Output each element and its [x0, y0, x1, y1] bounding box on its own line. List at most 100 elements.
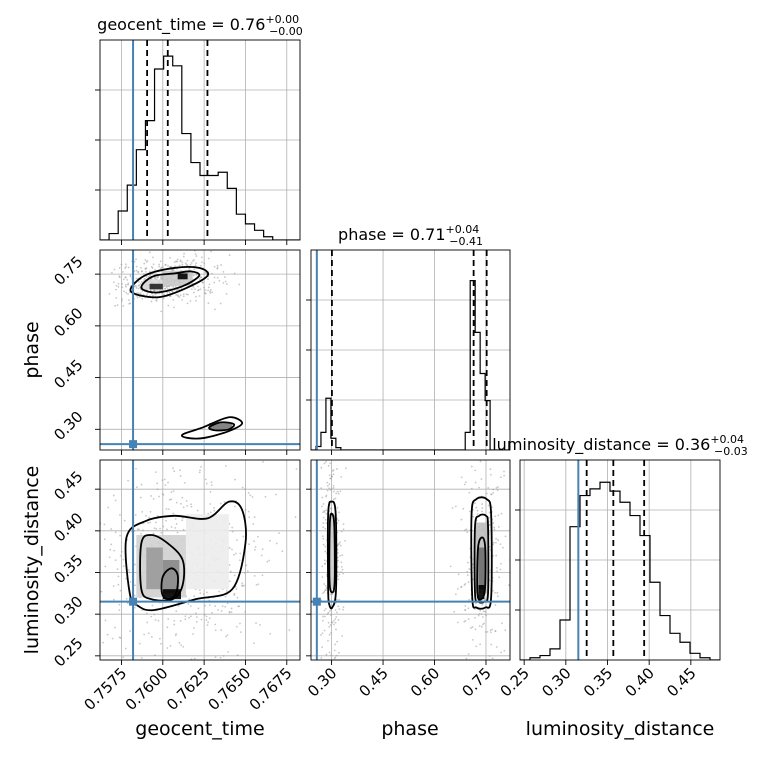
sample-point [328, 633, 331, 636]
sample-point [254, 548, 256, 551]
sample-point [339, 437, 341, 439]
sample-point [119, 637, 122, 639]
sample-point [260, 554, 263, 557]
x-tick-label: 0.75 [458, 664, 494, 700]
sample-point [162, 494, 165, 496]
sample-point [120, 550, 123, 553]
sample-point [195, 299, 197, 302]
sample-point [204, 292, 207, 295]
sample-point [199, 264, 202, 267]
sample-point [163, 478, 166, 481]
sample-point [193, 657, 196, 660]
sample-point [463, 455, 465, 457]
sample-point [479, 460, 482, 463]
sample-point [163, 293, 166, 296]
sample-point [336, 468, 338, 470]
sample-point [100, 590, 103, 593]
sample-point [244, 611, 247, 613]
sample-point [169, 664, 171, 666]
sample-point [145, 448, 147, 450]
sample-point [141, 290, 144, 293]
sample-point [324, 527, 327, 530]
sample-point [218, 590, 221, 593]
sample-point [127, 266, 130, 269]
sample-point [166, 626, 169, 629]
sample-point [224, 605, 227, 608]
sample-point [160, 292, 163, 295]
density-cell [149, 283, 163, 290]
sample-point [497, 514, 500, 517]
contour-line [328, 512, 336, 594]
y-tick-label: 0.45 [50, 467, 86, 503]
sample-point [222, 282, 225, 284]
sample-point [135, 285, 138, 288]
sample-point [488, 655, 491, 657]
sample-point [216, 267, 219, 270]
sample-point [121, 298, 123, 300]
sample-point [336, 457, 338, 459]
sample-point [242, 535, 245, 538]
sample-point [332, 498, 335, 501]
sample-point [325, 438, 327, 440]
sample-point [201, 256, 203, 259]
density-layer [108, 250, 244, 440]
sample-point [156, 482, 159, 485]
sample-point [331, 593, 334, 596]
sample-point [468, 598, 470, 601]
sample-point [119, 589, 122, 592]
sample-point [124, 647, 127, 650]
sample-point [268, 559, 271, 562]
sample-point [185, 293, 188, 296]
sample-point [190, 261, 193, 264]
sample-point [492, 488, 495, 491]
sample-point [146, 702, 148, 704]
sample-point [245, 564, 248, 567]
sample-point [122, 656, 124, 659]
sample-point [224, 280, 227, 283]
sample-point [186, 302, 189, 305]
sample-point [337, 651, 340, 654]
sample-point [495, 537, 497, 540]
sample-point [182, 293, 185, 296]
sample-point [323, 559, 326, 562]
sample-point [491, 657, 494, 660]
sample-point [219, 302, 222, 305]
sample-point [474, 628, 477, 631]
sample-point [168, 498, 171, 501]
sample-point [237, 605, 240, 608]
sample-point [120, 300, 123, 302]
sample-point [322, 615, 324, 618]
sample-point [321, 535, 324, 538]
sample-point [269, 539, 271, 542]
sample-point [168, 436, 170, 438]
sample-point [478, 446, 480, 448]
sample-point [160, 642, 162, 645]
sample-point [152, 263, 155, 266]
sample-point [335, 654, 338, 657]
sample-point [208, 283, 211, 286]
sample-point [331, 470, 334, 472]
sample-point [207, 302, 210, 305]
sample-point [481, 616, 484, 618]
sample-point [325, 460, 327, 463]
sample-point [219, 502, 222, 505]
hist-panel-luminosity_distance: luminosity_distance = 0.36+0.04 −0.03 0.25… [492, 433, 748, 700]
sample-point [186, 259, 189, 262]
sample-point [496, 591, 499, 594]
sample-point [464, 481, 467, 483]
sample-point [329, 448, 331, 450]
sample-point [146, 293, 148, 296]
sample-point [322, 592, 324, 595]
sample-point [152, 256, 154, 259]
sample-point [257, 583, 260, 586]
sample-point [155, 521, 157, 524]
sample-point [253, 642, 255, 645]
sample-point [186, 264, 189, 267]
sample-point [137, 287, 140, 290]
sample-point [135, 286, 138, 289]
sample-point [322, 543, 325, 546]
sample-point [482, 623, 484, 626]
sample-point [324, 518, 327, 521]
sample-point [481, 507, 484, 510]
